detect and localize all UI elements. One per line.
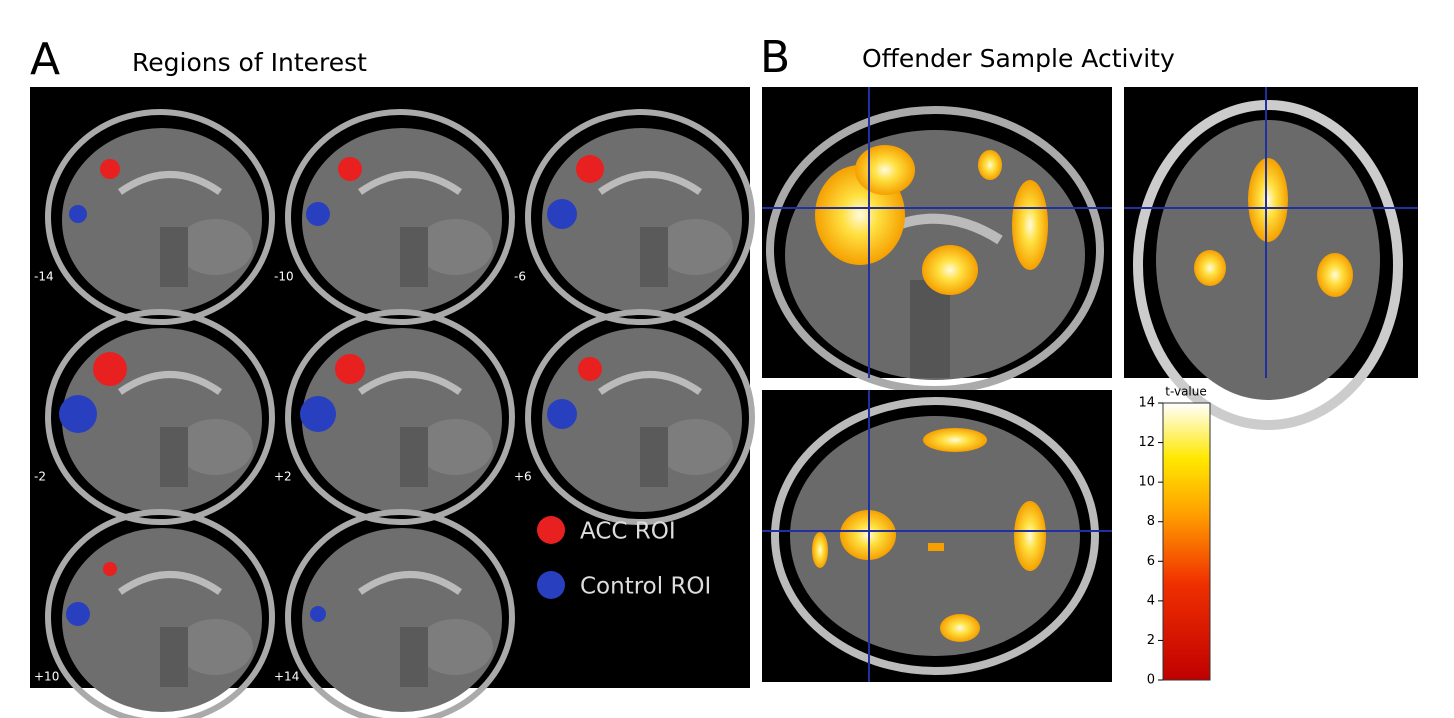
brainstem <box>400 427 428 487</box>
cerebellum <box>657 419 733 475</box>
colorbar-tick-label: 12 <box>1138 435 1155 450</box>
brain-slice: -2 <box>34 309 275 525</box>
colorbar-tick-label: 8 <box>1147 514 1155 529</box>
cerebellum <box>417 619 493 675</box>
cerebellum <box>417 219 493 275</box>
brainstem <box>160 427 188 487</box>
corpus-callosum <box>117 371 223 395</box>
panel-letter: B <box>760 32 790 83</box>
cerebellum <box>177 619 253 675</box>
brainstem <box>160 627 188 687</box>
corpus-callosum <box>597 371 703 395</box>
acc-roi <box>100 159 120 179</box>
head-outline <box>285 309 515 525</box>
control-roi <box>66 602 90 626</box>
head-outline <box>45 309 275 525</box>
control-roi <box>547 399 577 429</box>
head-outline <box>525 309 755 525</box>
control-roi <box>59 395 97 433</box>
legend-swatch <box>537 516 565 544</box>
head-outline <box>45 509 275 718</box>
corpus-callosum <box>117 171 223 195</box>
cerebellum <box>657 219 733 275</box>
sagittal-view <box>762 87 1112 394</box>
brainstem <box>160 227 188 287</box>
head-outline <box>45 109 275 325</box>
slice-label: +10 <box>34 670 59 684</box>
coronal-view <box>1124 87 1418 430</box>
brain-slice: -14 <box>34 109 275 325</box>
acc-roi <box>93 352 127 386</box>
cerebellum <box>177 419 253 475</box>
colorbar-tick-label: 6 <box>1147 554 1155 569</box>
slice-label: +2 <box>274 470 292 484</box>
colorbar-tick-label: 0 <box>1147 673 1155 688</box>
corpus-callosum <box>117 571 223 595</box>
colorbar <box>1162 402 1211 681</box>
acc-roi <box>103 562 117 576</box>
corpus-callosum <box>597 171 703 195</box>
acc-roi <box>338 157 362 181</box>
acc-roi <box>578 357 602 381</box>
control-roi <box>306 202 330 226</box>
colorbar-tick-label: 2 <box>1147 633 1155 648</box>
cerebellum <box>417 419 493 475</box>
brainstem <box>400 627 428 687</box>
head-outline <box>285 109 515 325</box>
axial-view <box>762 390 1112 682</box>
brainstem <box>400 227 428 287</box>
brainstem <box>640 227 668 287</box>
acc-roi <box>335 354 365 384</box>
panel-letter: A <box>30 34 60 85</box>
colorbar-tick-label: 10 <box>1138 475 1155 490</box>
control-roi <box>310 606 326 622</box>
brain-slice: -10 <box>274 109 515 325</box>
brain-slice: +10 <box>34 509 275 718</box>
control-roi <box>300 396 336 432</box>
slice-label: -10 <box>274 270 294 284</box>
slice-label: -2 <box>34 470 46 484</box>
control-roi <box>69 205 87 223</box>
brain-slice: +14 <box>274 509 515 718</box>
brain-slice: +6 <box>514 309 755 525</box>
head-outline <box>525 109 755 325</box>
colorbar-label: t-value <box>1165 385 1207 399</box>
panel-title: Regions of Interest <box>132 48 367 77</box>
slice-label: -6 <box>514 270 526 284</box>
panel-title: Offender Sample Activity <box>862 44 1175 73</box>
corpus-callosum <box>357 171 463 195</box>
legend-label: ACC ROI <box>580 519 676 545</box>
cerebellum <box>177 219 253 275</box>
acc-roi <box>576 155 604 183</box>
colorbar-tick-label: 4 <box>1147 593 1155 608</box>
slice-label: +6 <box>514 470 532 484</box>
brain-slice: -6 <box>514 109 755 325</box>
legend-label: Control ROI <box>580 574 711 600</box>
control-roi <box>547 199 577 229</box>
corpus-callosum <box>357 371 463 395</box>
brainstem <box>640 427 668 487</box>
head-outline <box>285 509 515 718</box>
legend-swatch <box>537 571 565 599</box>
corpus-callosum <box>357 571 463 595</box>
colorbar-tick-label: 14 <box>1138 396 1155 411</box>
brain-slice: +2 <box>274 309 515 525</box>
slice-label: -14 <box>34 270 54 284</box>
slice-label: +14 <box>274 670 299 684</box>
